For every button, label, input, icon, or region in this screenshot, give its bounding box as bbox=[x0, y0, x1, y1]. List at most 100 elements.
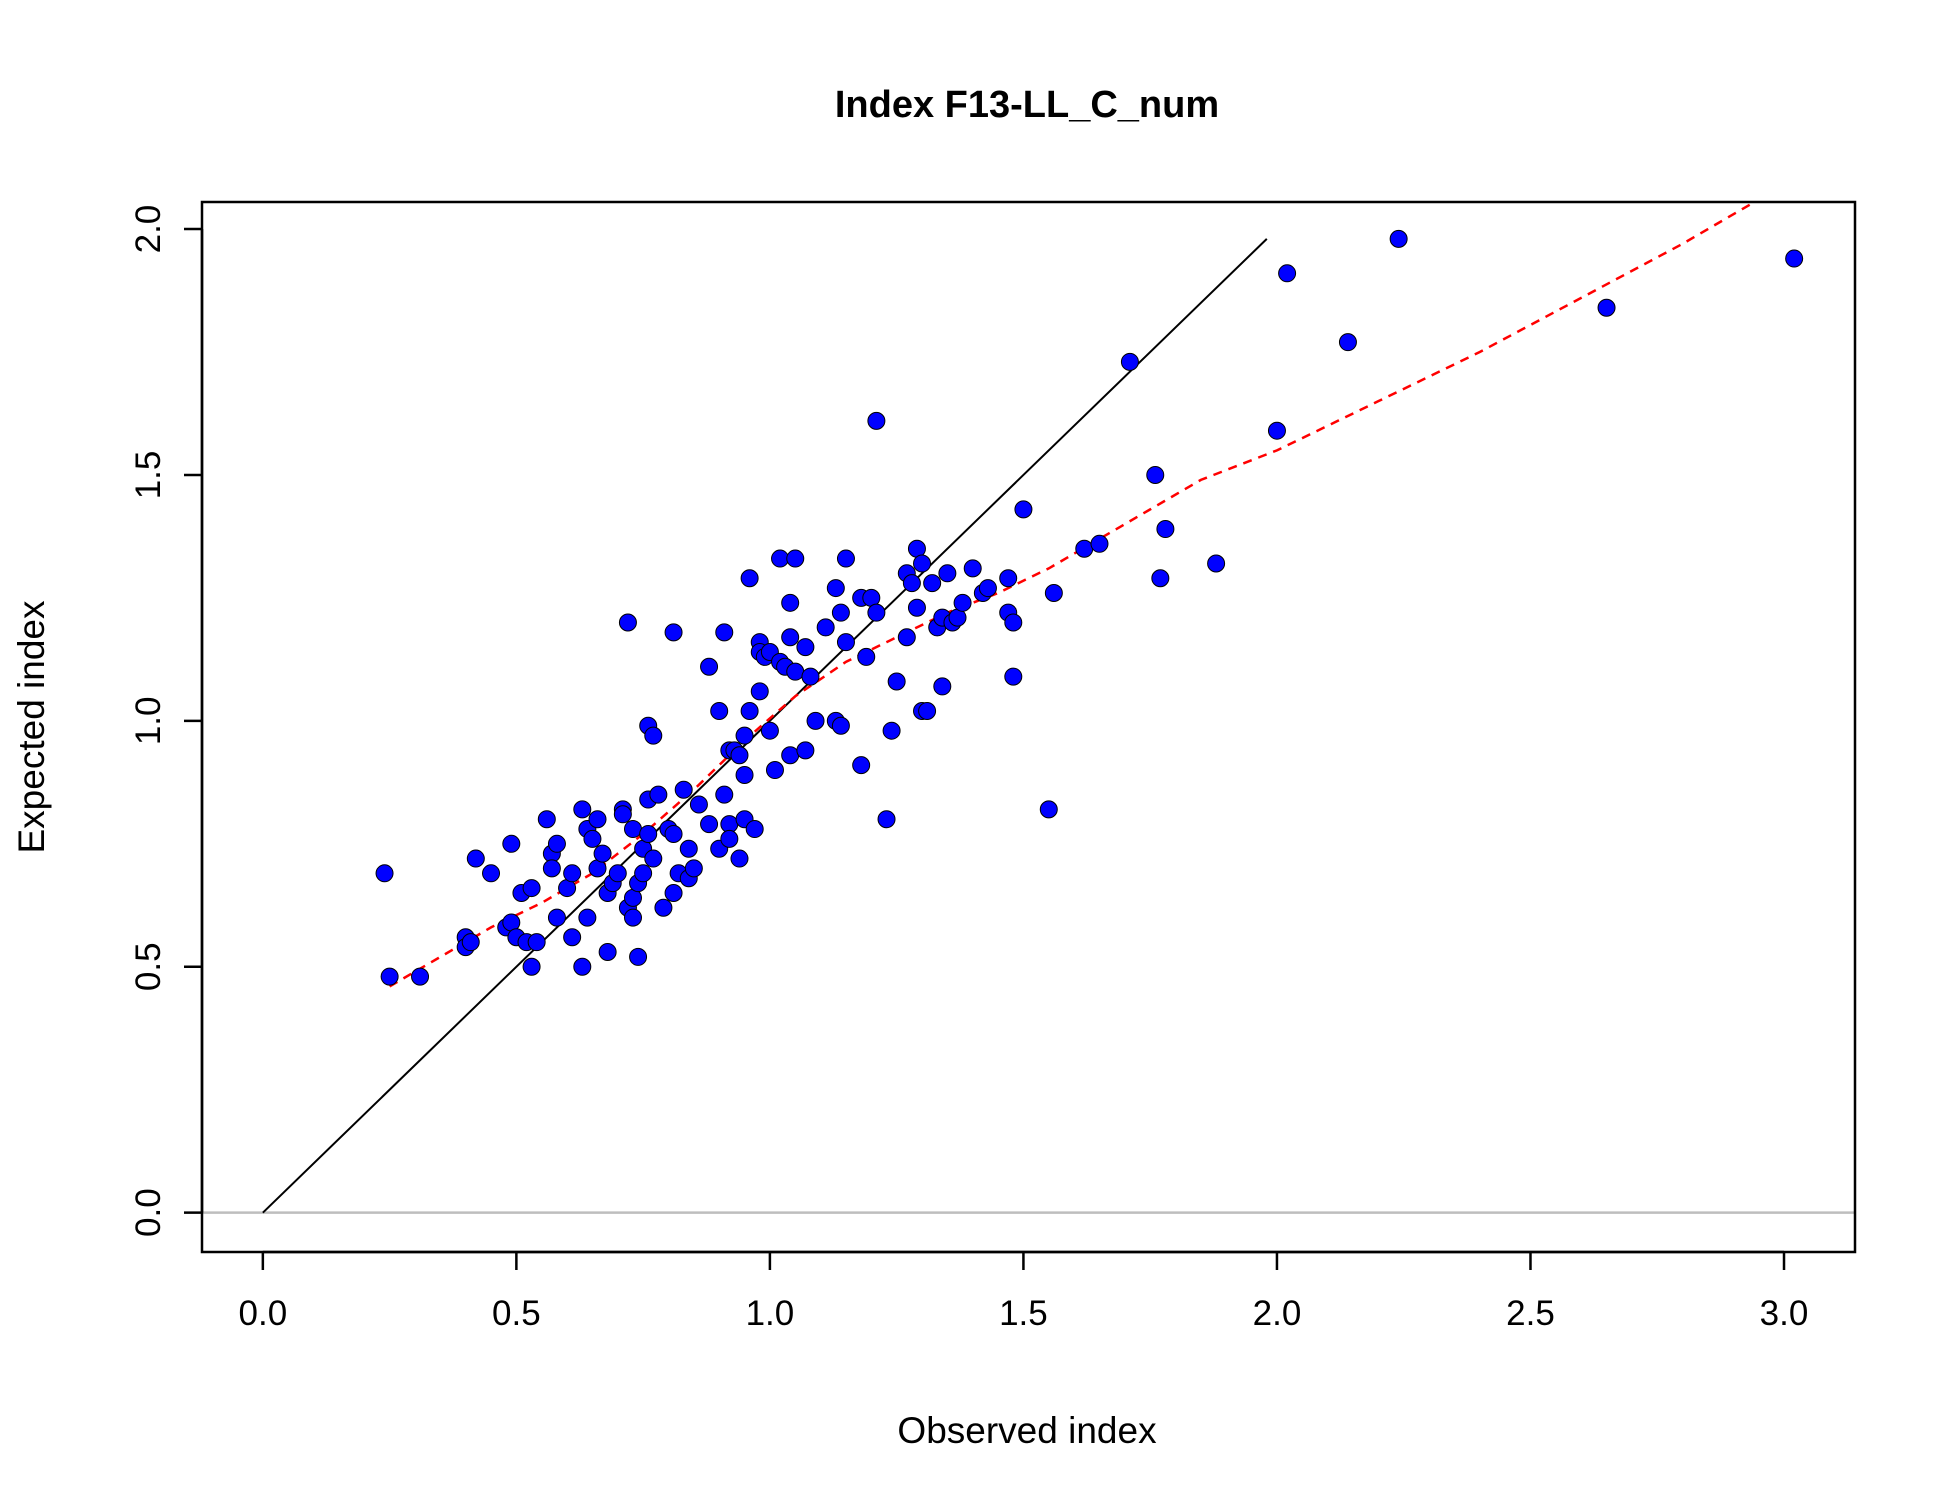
data-point bbox=[598, 943, 617, 961]
data-point bbox=[527, 933, 546, 952]
data-point bbox=[913, 554, 932, 573]
y-tick-label: 0.0 bbox=[129, 1188, 168, 1237]
data-point bbox=[537, 810, 556, 829]
y-tick-label: 1.5 bbox=[129, 451, 168, 500]
data-point bbox=[664, 824, 683, 843]
data-point bbox=[623, 820, 642, 839]
data-point bbox=[689, 795, 708, 814]
data-point bbox=[1014, 500, 1033, 519]
data-point bbox=[411, 967, 430, 986]
data-point bbox=[816, 618, 835, 637]
data-point bbox=[740, 569, 759, 588]
data-point bbox=[593, 844, 612, 863]
data-point bbox=[623, 908, 642, 927]
data-point bbox=[765, 761, 784, 780]
data-point bbox=[664, 883, 683, 902]
data-point bbox=[700, 815, 719, 834]
data-point bbox=[953, 593, 972, 612]
y-tick-label: 0.5 bbox=[129, 942, 168, 991]
data-point bbox=[1278, 264, 1297, 283]
data-point bbox=[613, 805, 632, 824]
data-point bbox=[375, 864, 394, 883]
data-point bbox=[796, 638, 815, 657]
data-point bbox=[978, 579, 997, 598]
data-point bbox=[1151, 569, 1170, 588]
data-point bbox=[608, 864, 627, 883]
data-point bbox=[542, 859, 561, 878]
data-point bbox=[836, 549, 855, 568]
data-point bbox=[902, 574, 921, 593]
data-point bbox=[563, 928, 582, 947]
x-tick-label: 0.0 bbox=[239, 1294, 288, 1333]
data-point bbox=[380, 967, 399, 986]
data-point bbox=[836, 633, 855, 652]
data-point bbox=[918, 702, 937, 721]
data-point bbox=[644, 726, 663, 745]
data-point bbox=[1267, 421, 1286, 440]
data-point bbox=[796, 741, 815, 760]
data-point bbox=[740, 702, 759, 721]
data-point bbox=[771, 549, 790, 568]
data-point bbox=[522, 957, 541, 976]
data-point bbox=[933, 677, 952, 696]
data-point bbox=[522, 879, 541, 898]
y-tick-label: 1.0 bbox=[129, 697, 168, 746]
data-point bbox=[578, 908, 597, 927]
data-point bbox=[781, 628, 800, 647]
data-point bbox=[1039, 800, 1058, 819]
y-axis: 0.0 0.5 1.0 1.5 2.0 bbox=[129, 205, 204, 1237]
x-axis-label: Observed index bbox=[897, 1410, 1157, 1451]
data-point bbox=[482, 864, 501, 883]
data-point bbox=[877, 810, 896, 829]
data-point bbox=[887, 672, 906, 691]
data-point bbox=[654, 898, 673, 917]
data-point bbox=[750, 682, 769, 701]
x-tick-label: 1.5 bbox=[999, 1294, 1048, 1333]
data-point bbox=[629, 947, 648, 966]
data-point bbox=[745, 820, 764, 839]
data-point bbox=[806, 711, 825, 730]
x-tick-label: 0.5 bbox=[492, 1294, 541, 1333]
data-point bbox=[700, 657, 719, 676]
data-point bbox=[664, 623, 683, 642]
data-point bbox=[720, 829, 739, 848]
data-point bbox=[639, 824, 658, 843]
data-point bbox=[583, 829, 602, 848]
data-point bbox=[1156, 520, 1175, 539]
y-axis-label: Expected index bbox=[11, 600, 52, 854]
x-tick-label: 2.0 bbox=[1253, 1294, 1302, 1333]
data-point bbox=[634, 864, 653, 883]
data-point bbox=[1044, 583, 1063, 602]
data-point bbox=[786, 549, 805, 568]
data-point bbox=[867, 411, 886, 430]
plot-area bbox=[202, 202, 1855, 1214]
data-point bbox=[547, 908, 566, 927]
data-point bbox=[1146, 465, 1165, 484]
data-point bbox=[547, 834, 566, 853]
data-point bbox=[573, 800, 592, 819]
x-tick-label: 1.0 bbox=[746, 1294, 795, 1333]
data-point bbox=[852, 756, 871, 775]
data-point bbox=[867, 603, 886, 622]
data-point bbox=[760, 721, 779, 740]
data-point bbox=[999, 569, 1018, 588]
data-point bbox=[649, 785, 668, 804]
data-point bbox=[644, 849, 663, 868]
data-point bbox=[735, 765, 754, 784]
x-tick-label: 3.0 bbox=[1760, 1294, 1809, 1333]
data-point bbox=[1597, 298, 1616, 317]
data-point bbox=[466, 849, 485, 868]
data-point bbox=[1004, 667, 1023, 686]
data-point bbox=[831, 603, 850, 622]
data-point bbox=[588, 810, 607, 829]
data-point bbox=[1785, 249, 1804, 268]
data-point bbox=[781, 746, 800, 765]
x-axis: 0.0 0.5 1.0 1.5 2.0 2.5 3.0 bbox=[239, 1250, 1809, 1333]
data-point bbox=[684, 859, 703, 878]
data-point bbox=[679, 839, 698, 858]
plot-frame bbox=[200, 200, 1857, 1254]
data-point bbox=[563, 864, 582, 883]
data-point bbox=[897, 628, 916, 647]
data-point bbox=[735, 726, 754, 745]
